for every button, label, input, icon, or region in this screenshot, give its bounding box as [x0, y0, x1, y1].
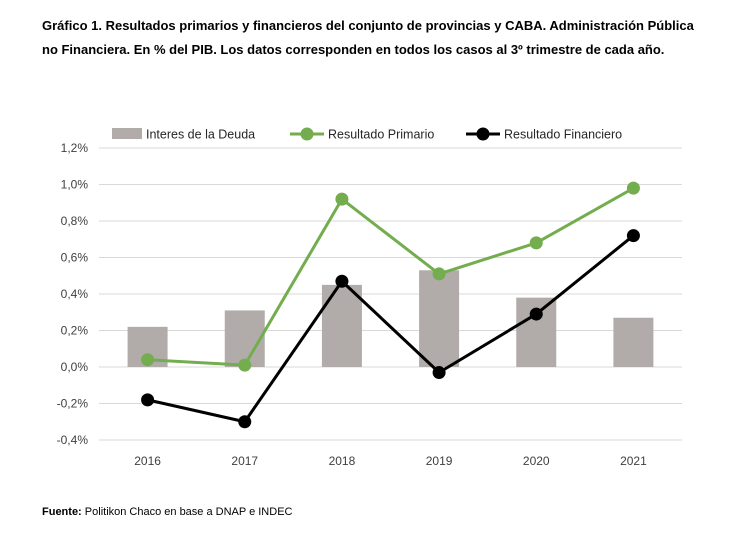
data-point: [335, 274, 349, 288]
bar: [613, 317, 654, 367]
series-line: [147, 186, 635, 367]
chart-title: Gráfico 1. Resultados primarios y financ…: [42, 18, 694, 57]
data-point: [626, 181, 640, 195]
data-point: [141, 353, 155, 367]
series-line: [147, 234, 635, 424]
data-point: [529, 307, 543, 321]
legend: Interes de la Deuda Resultado Primario Res…: [112, 127, 622, 142]
legend-marker: [300, 127, 314, 141]
x-tick-label: 2021: [620, 454, 647, 468]
x-axis: 2016 2017 2018 2019 2020 2021: [134, 454, 647, 468]
data-point: [432, 365, 446, 379]
line-series: [141, 181, 640, 429]
bar: [224, 310, 265, 367]
x-tick-label: 2016: [134, 454, 161, 468]
data-point: [335, 192, 349, 206]
y-tick-label: -0,2%: [57, 397, 89, 411]
legend-label: Resultado Primario: [328, 128, 434, 142]
y-axis: -0,4% -0,2% 0,0% 0,2% 0,4% 0,6% 0,8% 1,0% 1,2%: [57, 141, 89, 447]
x-tick-label: 2020: [523, 454, 550, 468]
source-note: Fuente: Politikon Chaco en base a DNAP e…: [42, 506, 292, 518]
data-point: [529, 236, 543, 250]
data-point: [432, 267, 446, 281]
y-tick-label: 0,6%: [61, 251, 89, 265]
legend-label: Resultado Financiero: [504, 128, 622, 142]
x-tick-label: 2017: [231, 454, 258, 468]
legend-label: Interes de la Deuda: [146, 128, 255, 142]
y-tick-label: 1,0%: [61, 178, 89, 192]
x-tick-label: 2018: [329, 454, 356, 468]
y-tick-label: 0,4%: [61, 287, 89, 301]
legend-marker: [476, 127, 490, 141]
y-tick-label: 0,0%: [61, 360, 89, 374]
x-tick-label: 2019: [426, 454, 453, 468]
gridlines: [99, 147, 682, 441]
source-label: Fuente:: [42, 506, 82, 518]
bar-series: [127, 270, 654, 367]
bar: [419, 270, 460, 367]
y-tick-label: -0,4%: [57, 433, 89, 447]
y-tick-label: 0,8%: [61, 214, 89, 228]
y-tick-label: 1,2%: [61, 141, 89, 155]
data-point: [238, 415, 252, 429]
legend-swatch: [112, 128, 142, 139]
bar: [321, 284, 362, 367]
data-point: [238, 358, 252, 372]
source-text: Politikon Chaco en base a DNAP e INDEC: [81, 506, 293, 518]
data-point: [626, 229, 640, 243]
data-point: [141, 393, 155, 407]
y-tick-label: 0,2%: [61, 324, 89, 338]
